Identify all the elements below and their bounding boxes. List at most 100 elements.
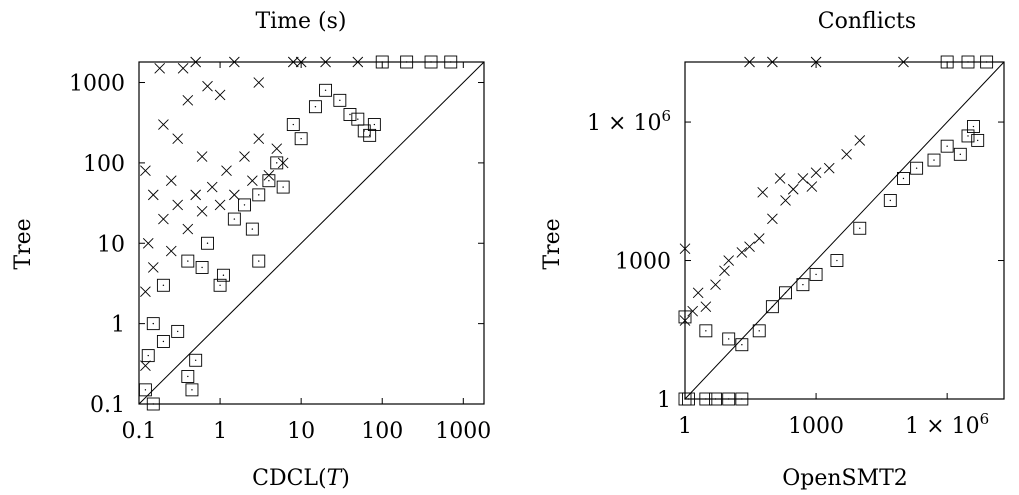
cross-point [253,133,265,145]
cross-point [271,143,283,155]
x-tick-label: 1 × 106 [905,410,989,439]
cross-point [810,167,822,179]
cross-point [229,189,240,201]
box-point [809,267,823,281]
box-point [967,120,980,133]
box-point [146,397,160,411]
axis-ticks: 0.10.1 1 1 10 10 100 100 1000 1000 [69,62,491,444]
box-point [709,392,722,406]
box-point [216,268,230,282]
cross-point [196,151,208,162]
box-point [752,324,766,338]
box-point [953,147,967,161]
cross-point [287,56,299,68]
cross-point [352,56,364,68]
cross-point [780,195,791,206]
cross-point [172,199,184,211]
box-point [682,392,695,406]
time-scatter-plot: Time (s) Tree CDCL(T) 0.10.1 1 1 10 10 100 100… [11,9,491,491]
cross-point [202,80,213,92]
diagonal-line [138,61,485,405]
box-point [227,212,241,226]
cross-point [142,237,154,249]
data-points [678,55,994,406]
cross-point [767,213,778,225]
cross-point [196,205,208,217]
box-point [961,55,975,69]
box-point [940,139,954,153]
cross-point [767,56,778,68]
box-point [722,392,736,406]
box-point [286,118,300,131]
box-point [796,278,810,292]
y-tick-label: 1000 [69,72,125,97]
conflicts-scatter-plot: Conflicts Tree OpenSMT2 11 1000 1000 1 × 10… [540,9,1005,491]
cross-point [687,305,699,317]
cross-point [723,255,735,266]
box-point [699,324,713,338]
box-point [270,156,284,170]
cross-point [221,165,232,176]
y-tick-label: 1 × 106 [587,107,671,136]
x-tick-label: 1 [678,414,692,439]
box-point [897,172,910,185]
cross-point [154,63,166,74]
box-point [400,55,414,69]
cross-point [182,223,194,235]
box-point [138,383,152,397]
cross-point [177,63,189,74]
box-point [779,286,792,300]
cross-point [239,151,250,162]
cross-point [700,301,712,313]
cross-point [295,56,307,68]
cross-point [757,187,769,198]
cross-point [147,189,159,201]
x-axis-label: OpenSMT2 [782,466,908,491]
cross-point [158,213,169,225]
cross-point [182,95,194,106]
box-point [367,118,381,131]
box-point [765,300,779,314]
box-point [181,254,195,268]
box-point [156,335,170,348]
cross-point [140,165,151,176]
cross-point [753,233,765,244]
plot-frame [138,61,485,405]
box-point [245,222,259,236]
cross-point [140,360,151,371]
box-point [883,194,897,207]
cross-point [797,173,809,184]
cross-point [841,148,852,160]
box-point [333,93,347,107]
cross-point [214,89,226,101]
box-point [375,55,389,69]
cross-point [253,77,265,88]
cross-point [140,286,151,297]
box-point [195,261,209,274]
cross-point [692,287,704,299]
y-tick-label: 0.1 [90,393,125,418]
cross-point [810,56,822,68]
x-axis-label: CDCL(T) [252,466,350,491]
x-tick-label: 1 [213,419,227,444]
y-tick-label: 1 [657,388,671,413]
cross-point [744,56,755,68]
box-point [141,349,155,363]
x-tick-exponent: 6 [980,410,990,428]
cross-point [710,279,721,290]
cross-point [736,247,748,258]
y-axis-label: Tree [540,218,565,269]
box-point [980,55,994,69]
cross-point [165,175,177,187]
cross-point [744,241,755,252]
box-point [213,278,227,292]
box-point [252,188,266,202]
cross-point [679,315,691,326]
cross-point [806,181,818,192]
box-point [262,174,276,188]
y-axis-label: Tree [11,218,36,269]
cross-point [679,243,691,255]
x-axis-label-variable: T [327,466,344,491]
cross-point [190,56,201,68]
